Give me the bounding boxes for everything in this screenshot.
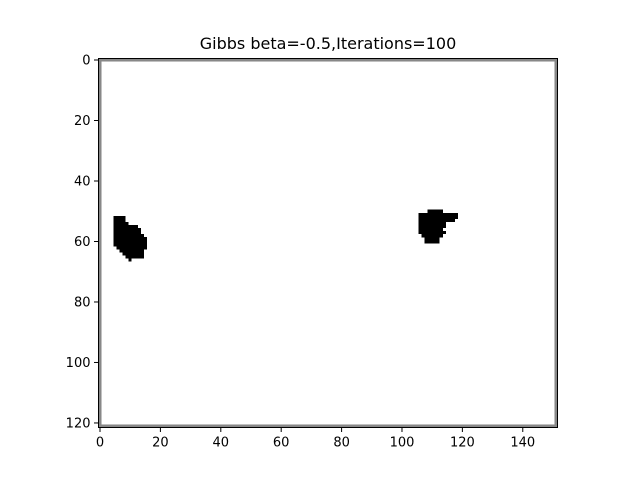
pixel-run xyxy=(418,230,446,235)
chart-title: Gibbs beta=-0.5,Iterations=100 xyxy=(200,34,457,53)
pixel-run xyxy=(119,249,144,253)
pixel-run xyxy=(113,233,144,238)
pixel-run xyxy=(113,224,138,229)
image-background xyxy=(98,58,558,428)
pixel-run xyxy=(113,221,129,226)
pixel-run xyxy=(113,236,147,241)
pixel-run xyxy=(418,227,443,232)
plot-area xyxy=(98,58,558,428)
x-tick-label: 20 xyxy=(152,436,169,451)
pixel-run xyxy=(113,215,126,220)
pixel-run xyxy=(113,239,147,244)
edge-line-right xyxy=(554,58,558,428)
edge-line-bottom xyxy=(98,424,558,428)
image-pixels xyxy=(113,209,458,262)
pixel-blob-1 xyxy=(113,215,147,262)
pixel-run xyxy=(418,221,446,226)
pixel-blob-2 xyxy=(418,209,458,244)
x-tick-label: 60 xyxy=(273,436,290,451)
pixel-run xyxy=(116,246,147,250)
pixel-run xyxy=(125,255,144,259)
x-tick-label: 0 xyxy=(96,436,104,451)
x-tick-label: 120 xyxy=(450,436,475,451)
x-tick-label: 40 xyxy=(213,436,230,451)
y-tick-label: 40 xyxy=(74,174,91,189)
edge-line-left xyxy=(98,58,102,428)
y-tick-label: 20 xyxy=(74,114,91,129)
pixel-run xyxy=(424,239,440,244)
x-tick-label: 140 xyxy=(510,436,535,451)
y-tick-label: 100 xyxy=(66,356,91,371)
y-tick-label: 80 xyxy=(74,295,91,310)
edge-line-top xyxy=(98,58,558,62)
pixel-run xyxy=(113,243,147,247)
pixel-run xyxy=(122,252,144,256)
pixel-run xyxy=(418,215,458,220)
pixel-run xyxy=(113,218,126,223)
pixel-run xyxy=(113,230,141,235)
x-tick-label: 100 xyxy=(390,436,415,451)
pixel-run xyxy=(427,209,443,214)
y-tick-label: 120 xyxy=(66,416,91,431)
pixel-run xyxy=(113,227,141,232)
pixel-run xyxy=(418,212,458,217)
pixel-run xyxy=(421,233,443,238)
y-tick-label: 60 xyxy=(74,235,91,250)
axes-frame xyxy=(98,58,558,428)
x-axis: 0 20 40 60 80 100 120 140 xyxy=(96,427,535,451)
x-tick-label: 80 xyxy=(333,436,350,451)
pixel-run xyxy=(418,218,455,223)
y-tick-label: 0 xyxy=(82,54,90,69)
pixel-run xyxy=(424,236,440,241)
pixel-run xyxy=(128,258,132,262)
y-axis: 0 20 40 60 80 100 120 xyxy=(66,54,99,431)
pixel-run xyxy=(418,224,446,229)
image-edge-lines xyxy=(98,58,558,428)
